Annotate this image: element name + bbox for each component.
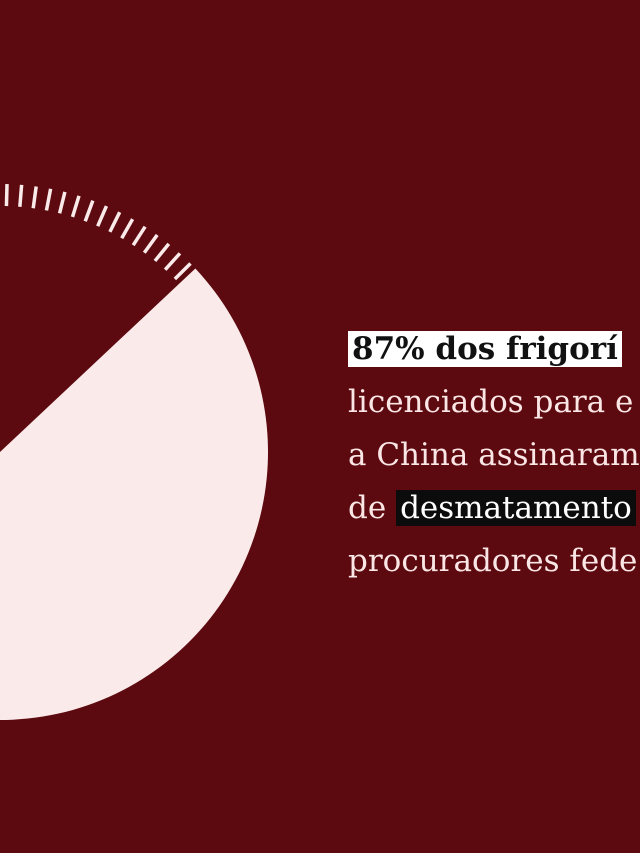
text-line: a China assinaram: [348, 437, 640, 473]
arc-tick: [163, 252, 182, 271]
arc-tick: [96, 205, 109, 227]
arc-tick: [153, 242, 171, 263]
arc-tick: [70, 195, 81, 218]
arc-tick: [173, 262, 192, 281]
pie-slice: [0, 268, 268, 720]
arc-tick: [44, 188, 53, 211]
headline: 87% dos frigorí: [348, 327, 622, 371]
text-highlight: desmatamento: [396, 490, 636, 526]
text: de: [348, 490, 387, 526]
text-line: procuradores fede: [348, 543, 638, 579]
arc-tick: [108, 211, 122, 233]
arc-tick: [57, 191, 67, 214]
arc-tick: [31, 186, 38, 209]
arc-tick: [4, 184, 9, 207]
arc-tick: [120, 218, 135, 240]
arc-tick: [83, 199, 95, 222]
arc-tick: [142, 233, 159, 254]
text-line: licenciados para e: [348, 384, 634, 420]
arc-tick: [131, 225, 147, 247]
headline-highlight: 87% dos frigorí: [348, 331, 622, 367]
arc-tick: [18, 184, 24, 207]
text-line: de desmatamento: [348, 486, 636, 530]
